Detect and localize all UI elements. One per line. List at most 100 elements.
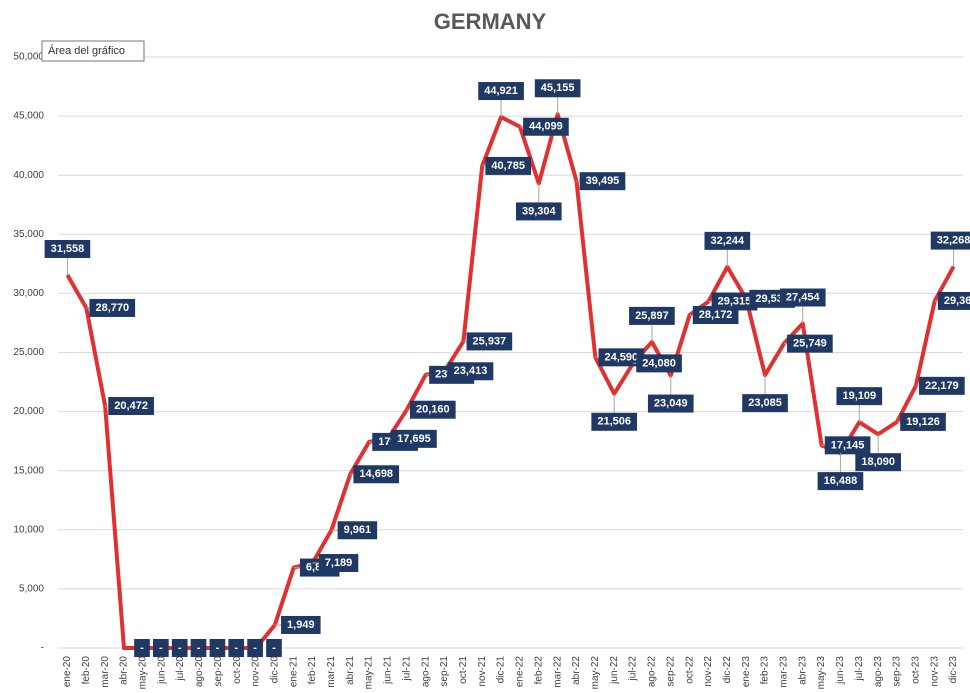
label-box [787,334,833,353]
x-tick-label: feb-20 [81,656,92,685]
label-box [247,639,263,657]
data-label: 39,304 [515,202,562,221]
data-label-text: 28,172 [699,309,733,321]
data-label-text: - [272,642,276,654]
data-label-text: 17,145 [831,439,865,451]
x-tick-label: abr-22 [571,656,582,685]
label-box [89,298,136,317]
x-tick-label: mar-23 [779,656,790,688]
label-box [190,639,207,657]
data-label-text: 23,085 [748,397,782,409]
data-label: 19,109 [836,387,883,406]
label-box [579,172,626,191]
x-tick-label: oct-23 [911,656,922,684]
x-tick-label: nov-20 [251,656,262,687]
x-tick-label: ago-20 [194,656,205,688]
label-box [485,156,532,175]
x-tick-label: sep-21 [439,656,450,687]
x-tick-label: jul-21 [401,656,412,682]
label-box [930,231,970,250]
data-label-text: 17,695 [397,433,431,445]
label-box [704,231,751,250]
y-tick-label: 5,000 [19,584,44,595]
label-box [228,639,245,657]
data-label: 24,080 [636,354,682,373]
x-tick-label: jun-22 [609,656,620,685]
x-tick-label: nov-22 [703,656,714,687]
data-label-text: 39,304 [522,205,557,217]
x-tick-label: mar-22 [552,656,563,688]
label-box [900,412,946,431]
label-box [409,400,456,419]
x-tick-label: mar-20 [100,656,111,688]
chart-title: GERMANY [434,9,547,34]
data-label-text: 20,472 [114,400,148,412]
label-box [636,354,682,373]
x-tick-label: jun-23 [835,656,846,685]
data-label-text: 7,189 [325,557,353,569]
label-box [598,348,645,367]
data-line [65,112,956,650]
data-label: - [209,639,226,657]
y-tick-label: 50,000 [13,52,44,63]
x-tick-label: feb-22 [533,656,544,685]
data-label-text: 9,961 [344,524,372,536]
x-tick-label: dic-20 [269,656,280,684]
x-tick-label: may-23 [816,656,827,690]
data-label: 25,937 [466,332,513,351]
data-label-text: 44,099 [529,121,563,133]
x-tick-label: mar-21 [326,656,337,688]
label-box [711,292,758,311]
x-tick-label: ene-23 [741,656,752,688]
data-label-text: 25,749 [793,338,827,350]
x-tick-label: oct-22 [684,656,695,684]
data-label: 24,590 [598,348,645,367]
label-box [692,306,739,325]
x-tick-label: ago-23 [873,656,884,688]
data-label-text: 25,937 [473,335,507,347]
data-label-text: - [140,642,144,654]
x-tick-label: nov-21 [477,656,488,687]
data-label: - [153,639,169,657]
y-tick-label: 10,000 [13,524,44,535]
data-label-text: 27,454 [786,291,821,303]
data-label: 20,472 [108,397,154,416]
data-label: 28,770 [89,298,136,317]
x-tick-label: abr-23 [797,656,808,685]
x-tick-label: jul-20 [175,656,186,682]
data-label-text: - [197,642,201,654]
label-box [824,436,871,455]
x-tick-label: abr-20 [119,656,130,685]
x-tick-label: feb-23 [760,656,771,685]
tooltip-box [41,40,145,62]
data-label-text: 40,785 [491,160,525,172]
label-box [337,521,378,540]
label-box [318,554,359,573]
label-box [779,288,826,307]
y-tick-label: 20,000 [13,406,44,417]
label-box [266,639,282,657]
data-label: 25,897 [629,306,675,325]
x-tick-label: sep-22 [665,656,676,687]
data-label: 20,160 [409,400,456,419]
data-label-text: 19,126 [906,416,940,428]
data-label: 27,454 [779,288,826,307]
data-label-text: 23,413 [454,365,488,377]
label-box [919,376,965,395]
data-label: 23,413 [447,362,494,381]
label-box [353,465,400,484]
label-box [629,306,675,325]
data-label: 17,695 [391,429,437,448]
data-label-text: 32,244 [710,235,745,247]
data-label: 32,244 [704,231,751,250]
data-label-text: 29,362 [944,295,970,307]
label-box [523,117,569,136]
data-label: 39,495 [579,172,626,191]
x-tick-label: ene-22 [515,656,526,688]
data-label-text: - [216,642,220,654]
x-tick-label: jul-23 [854,656,865,682]
data-label: 45,155 [534,79,581,98]
data-label: - [171,639,188,657]
data-label-text: 23,049 [654,397,688,409]
label-box [447,362,494,381]
